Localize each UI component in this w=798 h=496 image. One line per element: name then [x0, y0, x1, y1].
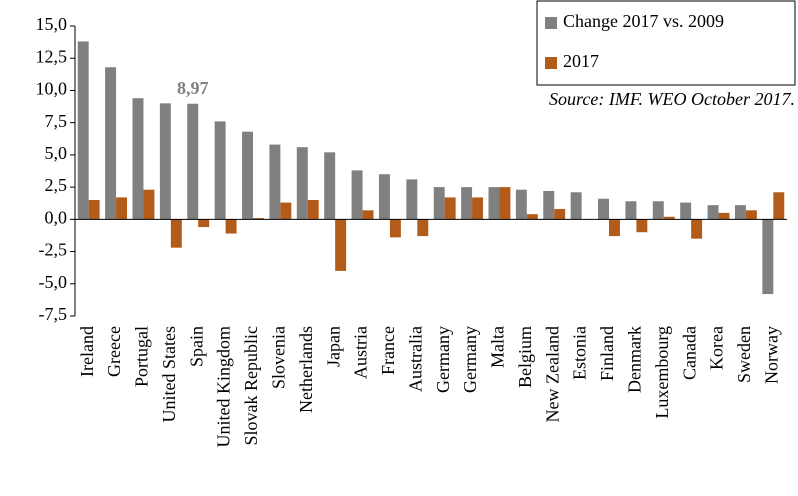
bar	[132, 98, 144, 220]
bar	[515, 189, 527, 220]
x-tick-label: Canada	[679, 326, 699, 380]
bar	[225, 219, 237, 234]
bar	[116, 197, 128, 220]
legend-label: Change 2017 vs. 2009	[563, 11, 724, 31]
bar	[488, 187, 500, 220]
bar	[77, 41, 89, 220]
bar	[762, 219, 774, 295]
bar	[663, 216, 675, 220]
bar	[554, 209, 566, 220]
bar	[598, 198, 609, 220]
bar	[636, 219, 648, 233]
x-tick-label: Norway	[761, 326, 781, 384]
x-tick-label: United States	[159, 326, 179, 423]
bar	[773, 192, 785, 220]
y-tick-label: 7,5	[45, 111, 68, 131]
bar	[170, 219, 182, 248]
bar	[652, 201, 664, 220]
y-tick-label: -2,5	[39, 240, 68, 260]
x-tick-label: Spain	[186, 326, 206, 367]
legend-swatch	[545, 17, 557, 29]
x-tick-label: Slovenia	[269, 326, 289, 389]
bar	[707, 205, 719, 220]
bar	[625, 201, 637, 220]
bar	[406, 179, 418, 220]
y-tick-label: 2,5	[45, 175, 68, 195]
x-tick-label: Sweden	[734, 326, 754, 383]
x-tick-label: Greece	[104, 326, 124, 377]
x-tick-label: Ireland	[77, 326, 97, 377]
bar	[105, 67, 117, 220]
bar	[362, 210, 374, 220]
x-tick-label: Korea	[707, 326, 727, 370]
bar	[143, 189, 155, 220]
bar	[745, 210, 757, 220]
bar	[187, 103, 199, 220]
x-tick-label: New Zealand	[542, 326, 562, 422]
bar	[351, 170, 363, 220]
bar	[242, 131, 253, 220]
x-tick-label: Austria	[351, 326, 371, 379]
legend-swatch	[545, 57, 557, 69]
legend-label: 2017	[563, 51, 599, 71]
y-tick-label: 10,0	[36, 79, 68, 99]
x-tick-label: Luxembourg	[652, 326, 672, 419]
x-tick-label: Slovak Republic	[241, 326, 261, 446]
bar	[444, 197, 456, 220]
x-tick-label: Malta	[488, 326, 508, 368]
x-tick-label: France	[378, 326, 398, 375]
y-tick-label: 12,5	[36, 46, 68, 66]
bar	[472, 197, 484, 220]
bar	[378, 174, 390, 220]
x-tick-label: United Kingdom	[214, 326, 234, 448]
x-tick-label: Portugal	[132, 326, 152, 387]
bar	[718, 212, 730, 220]
source-note: Source: IMF. WEO October 2017.	[549, 89, 795, 109]
bar	[417, 219, 429, 237]
bar	[198, 219, 210, 228]
bar	[734, 205, 746, 220]
bar	[691, 219, 703, 239]
bar	[609, 219, 620, 237]
data-label: 8,97	[177, 78, 209, 98]
bar	[88, 200, 100, 220]
x-tick-label: Germany	[433, 326, 453, 393]
bar	[543, 190, 555, 220]
bar	[280, 202, 292, 220]
y-tick-label: 15,0	[36, 14, 68, 34]
x-tick-label: Belgium	[515, 326, 535, 388]
bar	[324, 152, 336, 220]
bar	[269, 144, 281, 220]
bar	[296, 147, 308, 220]
bar	[499, 187, 511, 220]
bar	[214, 121, 226, 220]
x-tick-label: Germany	[460, 326, 480, 393]
bar	[680, 202, 692, 220]
x-tick-label: Japan	[323, 326, 343, 367]
legend-box	[536, 0, 796, 86]
y-tick-label: -7,5	[39, 304, 68, 324]
bar	[526, 214, 538, 220]
bar	[253, 218, 264, 220]
x-tick-label: Denmark	[625, 326, 645, 393]
x-tick-label: Australia	[405, 326, 425, 392]
bar	[159, 103, 171, 220]
bar	[570, 192, 582, 220]
x-tick-label: Estonia	[570, 326, 590, 380]
x-tick-label: Netherlands	[296, 326, 316, 413]
bar	[461, 187, 473, 220]
y-tick-label: 5,0	[45, 143, 68, 163]
y-tick-label: -5,0	[39, 272, 68, 292]
bar	[389, 219, 401, 238]
bar	[307, 200, 319, 220]
bar	[433, 187, 445, 220]
bar	[335, 219, 347, 271]
x-tick-label: Finland	[597, 326, 617, 381]
y-tick-label: 0,0	[45, 207, 68, 227]
